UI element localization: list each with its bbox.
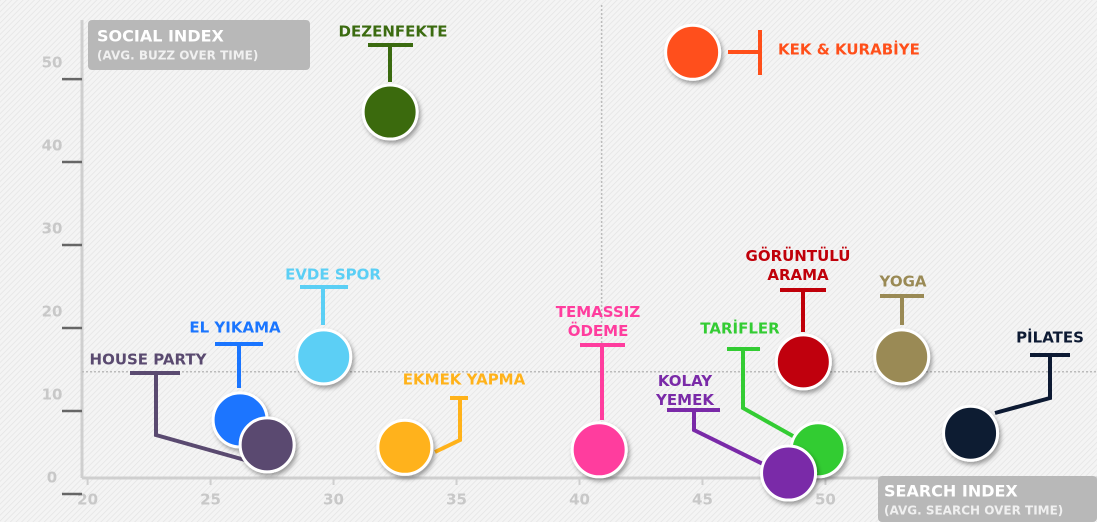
x-label: SEARCH INDEX (884, 482, 1018, 501)
point-label: KEK & KURABİYE (778, 40, 920, 59)
point-label: PİLATES (1016, 328, 1084, 347)
point-label: KOLAY YEMEK (655, 372, 715, 409)
x-tick-label: 40 (569, 491, 590, 509)
x-tick-label: 35 (446, 491, 467, 509)
y-tick-label: 40 (42, 137, 63, 155)
point-label: EVDE SPOR (285, 266, 381, 284)
y-tick-label: 30 (42, 220, 63, 238)
x-tick-label: 25 (200, 491, 221, 509)
point-label: EKMEK YAPMA (403, 371, 526, 389)
leader-line (994, 355, 1052, 415)
x-tick-label: 20 (77, 491, 98, 509)
point (664, 23, 722, 81)
point-label: DEZENFEKTE (339, 23, 448, 41)
y-sublabel: (AVG. BUZZ OVER TIME) (97, 49, 258, 63)
leader-line (692, 410, 766, 467)
point-label: YOGA (879, 273, 927, 291)
point-label: GÖRÜNTÜLÜ ARAMA (746, 246, 851, 284)
y-tick-label: 0 (47, 469, 57, 487)
point (873, 328, 931, 386)
point (570, 421, 628, 479)
point-label: TEMASSIZ ÖDEME (556, 303, 641, 340)
point (774, 333, 832, 391)
leader-line (154, 373, 246, 462)
x-sublabel: (AVG. SEARCH OVER TIME) (884, 504, 1063, 518)
point (942, 404, 1000, 462)
point (376, 418, 434, 476)
point (295, 328, 353, 386)
point (238, 416, 296, 474)
x-tick-label: 45 (692, 491, 713, 509)
point-label: TARİFLER (700, 319, 780, 338)
y-tick-label: 10 (42, 386, 63, 404)
point (760, 444, 818, 502)
x-tick-label: 50 (815, 491, 836, 509)
x-tick-label: 30 (323, 491, 344, 509)
y-label: SOCIAL INDEX (97, 27, 225, 46)
point-label: EL YIKAMA (189, 319, 281, 337)
x-label-box (878, 476, 1097, 522)
point (361, 83, 419, 141)
leader-line (434, 398, 462, 454)
y-label-box (88, 20, 310, 70)
y-tick-label: 20 (42, 303, 63, 321)
y-tick-label: 50 (42, 54, 63, 72)
point-label: HOUSE PARTY (90, 351, 208, 369)
leader-line (741, 349, 801, 442)
